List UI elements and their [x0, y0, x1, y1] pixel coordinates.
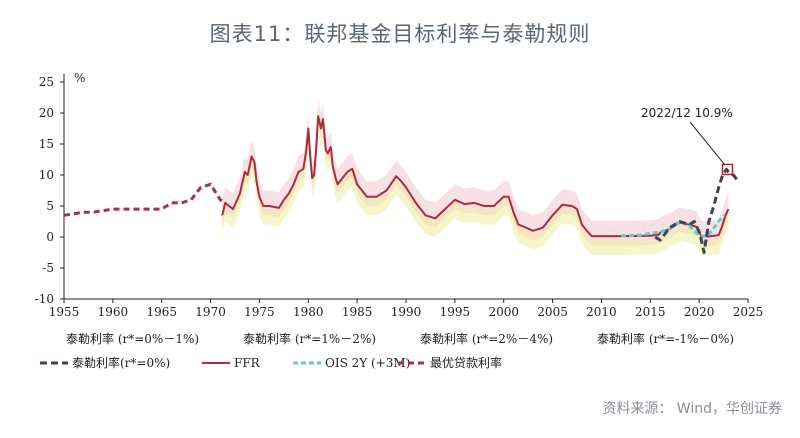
x-tick-label: 2000 [488, 305, 519, 319]
x-tick-label: 2010 [586, 305, 617, 319]
y-tick-label: 20 [39, 106, 54, 120]
y-tick-label: 0 [46, 230, 54, 244]
taylor-rule-label: 泰勒利率 (r*=2%－4%) [420, 331, 553, 346]
y-tick-label: -10 [35, 292, 54, 306]
taylor-rule-label: 泰勒利率 (r*=1%－2%) [243, 331, 376, 346]
x-tick-label: 1990 [391, 305, 422, 319]
taylor-rule-label: 泰勒利率 (r*=-1%－0%) [597, 331, 734, 346]
chart-title: 图表11：联邦基金目标利率与泰勒规则 [209, 22, 591, 46]
legend-label: FFR [234, 356, 261, 370]
y-tick-label: 25 [39, 75, 54, 89]
x-tick-label: 1980 [293, 305, 324, 319]
annotation-label: 2022/12 10.9% [641, 106, 733, 120]
annotation-marker [721, 163, 734, 176]
taylor-rate-line [654, 167, 740, 254]
legend-label: OIS 2Y (+3M) [325, 356, 410, 370]
x-tick-label: 1975 [244, 305, 275, 319]
taylor-band-lower [222, 119, 729, 255]
y-axis-unit: % [74, 71, 85, 85]
prime-rate-line [63, 182, 227, 217]
x-tick-label: 1995 [440, 305, 471, 319]
ffr-line [221, 115, 730, 238]
x-tick-label: 1965 [146, 305, 177, 319]
x-tick-label: 2025 [733, 305, 764, 319]
y-tick-label: 15 [39, 137, 54, 151]
y-tick-label: 10 [39, 168, 54, 182]
x-tick-label: 1955 [49, 305, 80, 319]
legend-label: 泰勒利率(r*=0%) [72, 355, 170, 370]
y-tick-label: -5 [42, 261, 54, 275]
x-tick-label: 2015 [635, 305, 666, 319]
taylor-rule-label: 泰勒利率 (r*=0%－1%) [66, 331, 199, 346]
x-tick-label: 2005 [537, 305, 568, 319]
source-note: 资料来源： Wind，华创证券 [602, 401, 782, 417]
x-tick-label: 1970 [195, 305, 226, 319]
x-tick-label: 1985 [342, 305, 373, 319]
legend-label: 最优贷款利率 [430, 355, 502, 370]
x-tick-label: 2020 [684, 305, 715, 319]
x-tick-label: 1960 [98, 305, 129, 319]
annotation-leader [689, 121, 725, 165]
y-tick-label: 5 [46, 199, 54, 213]
